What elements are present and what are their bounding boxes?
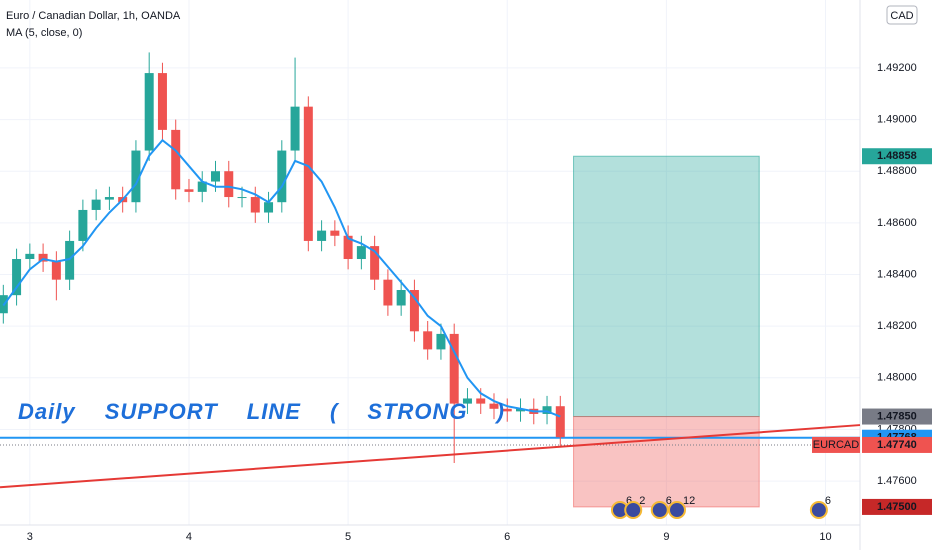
y-tick-label: 1.49200	[877, 62, 917, 74]
y-tick-label: 1.49000	[877, 113, 917, 125]
stop-label-bg	[862, 498, 932, 515]
candle-body	[277, 150, 287, 203]
y-tick-label: 1.48200	[877, 320, 917, 332]
event-count: 6	[825, 495, 831, 507]
candle-body	[290, 106, 300, 151]
last-price-label: 1.47740	[877, 439, 917, 451]
candle-body	[224, 171, 234, 198]
candle-body	[25, 253, 35, 260]
event-icon	[650, 501, 669, 519]
candle-body	[370, 246, 380, 280]
currency-box[interactable]	[886, 5, 918, 25]
candle-body	[489, 403, 499, 409]
candle-body	[210, 171, 220, 182]
candle-body	[157, 73, 167, 130]
event-count: 2	[639, 495, 645, 507]
y-tick-label: 1.48400	[877, 268, 917, 280]
candle-body	[184, 189, 194, 192]
plot: 6 2 6 12 6	[0, 52, 861, 519]
target-label: 1.48858	[877, 150, 917, 162]
symbol-tag-bg	[812, 436, 860, 453]
entry-label-bg	[862, 408, 932, 425]
candle-body	[343, 235, 353, 260]
candle-body	[555, 406, 565, 438]
y-tick-label: 1.48000	[877, 372, 917, 384]
indicator-label: MA (5, close, 0)	[6, 27, 82, 39]
trend-line	[0, 424, 861, 489]
candle-body	[237, 197, 247, 199]
candle-body	[131, 150, 141, 203]
candle-body	[436, 333, 446, 350]
candle-body	[303, 106, 313, 241]
event-icon	[667, 501, 686, 519]
candle-body	[516, 408, 526, 412]
currency-label[interactable]: CAD	[890, 10, 913, 22]
candle-body	[449, 333, 459, 404]
profit-zone	[573, 155, 760, 418]
x-tick-label: 6	[504, 531, 510, 543]
candle-body	[502, 408, 512, 412]
target-label-bg	[862, 148, 932, 165]
candle-body	[78, 209, 88, 241]
entry-label: 1.47850	[877, 410, 917, 422]
candle-body	[542, 406, 552, 414]
x-tick-label: 5	[345, 531, 351, 543]
event-icon	[624, 501, 643, 519]
event-count: 6	[666, 495, 672, 507]
candle-body	[38, 253, 48, 262]
x-tick-label: 9	[663, 531, 669, 543]
last-price-label-bg	[862, 436, 932, 453]
candle-body	[51, 261, 61, 280]
candle-body	[144, 73, 154, 151]
candle-body	[104, 197, 114, 200]
loss-zone	[573, 416, 760, 508]
candle-body	[383, 279, 393, 306]
ma-line	[2, 138, 561, 418]
annotation: Daily SUPPORT LINE ( STRONG )	[18, 399, 505, 424]
y-tick-label: 1.47600	[877, 475, 917, 487]
candle-body	[91, 199, 101, 210]
candle-body	[462, 398, 472, 404]
event-count: 6	[626, 495, 632, 507]
event-icon	[809, 501, 828, 519]
candle-body	[396, 290, 406, 306]
candle-body	[12, 259, 22, 296]
stop-label: 1.47500	[877, 501, 917, 513]
x-tick-label: 10	[819, 531, 831, 543]
candle-body	[250, 197, 260, 213]
y-tick-label: 1.48800	[877, 165, 917, 177]
candle-body	[476, 398, 486, 404]
candle-body	[171, 129, 181, 190]
event-count: 12	[683, 495, 695, 507]
x-tick-label: 4	[186, 531, 192, 543]
candle-body	[65, 240, 75, 280]
y-tick-label: 1.48600	[877, 217, 917, 229]
candle-body	[330, 230, 340, 236]
candle-body	[317, 230, 327, 241]
chart-title: Euro / Canadian Dollar, 1h, OANDA	[6, 10, 181, 22]
candle-body	[356, 246, 366, 260]
x-tick-label: 3	[27, 531, 33, 543]
candle-body	[409, 290, 419, 332]
candle-body	[423, 331, 433, 350]
candle-body	[264, 202, 274, 213]
symbol-tag: EURCAD	[813, 439, 860, 451]
candle-body	[197, 181, 207, 192]
